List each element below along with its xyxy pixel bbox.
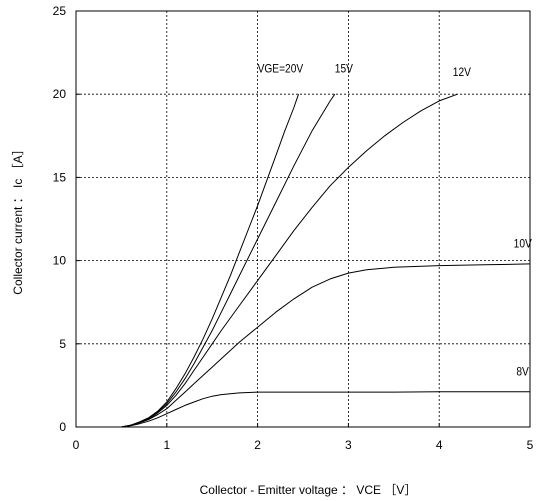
y-tick-label: 15 — [53, 170, 67, 184]
series-label-3: 10V — [514, 238, 533, 251]
y-axis-ticks: 0 5 10 15 20 25 — [53, 4, 80, 434]
x-axis-title: Collector - Emitter voltage ： VCE ［V］ — [200, 483, 417, 497]
series-label-0: VGE=20V — [258, 63, 304, 76]
y-tick-label: 5 — [59, 337, 66, 351]
y-tick-label: 0 — [59, 420, 66, 434]
x-tick-label: 4 — [436, 438, 443, 452]
y-tick-label: 25 — [53, 4, 67, 18]
x-tick-label: 5 — [527, 438, 534, 452]
series-curves — [121, 93, 531, 428]
x-tick-label: 1 — [163, 438, 170, 452]
x-tick-label: 3 — [345, 438, 352, 452]
grid — [76, 11, 530, 427]
y-axis-title: Collector current ： Ic ［A］ — [11, 143, 25, 294]
series-line-3 — [121, 263, 531, 428]
series-line-4 — [121, 391, 530, 428]
series-labels: VGE=20V 15V 12V 10V 8V — [258, 63, 533, 379]
series-line-1 — [121, 93, 336, 428]
y-tick-label: 10 — [53, 254, 67, 268]
y-tick-label: 20 — [53, 87, 67, 101]
x-axis-ticks: 0 1 2 3 4 5 — [73, 423, 534, 452]
plot-frame — [75, 10, 531, 428]
series-label-1: 15V — [335, 63, 354, 76]
x-tick-label: 2 — [254, 438, 261, 452]
series-label-2: 12V — [453, 66, 472, 79]
x-tick-label: 0 — [73, 438, 80, 452]
series-line-2 — [121, 93, 458, 428]
series-label-4: 8V — [516, 366, 529, 379]
